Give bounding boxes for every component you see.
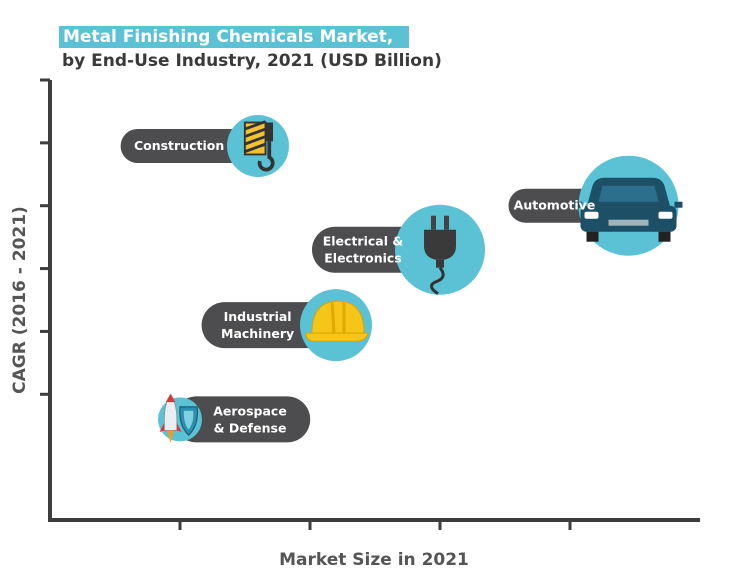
y-axis-title: CAGR (2016 - 2021) xyxy=(10,206,30,394)
chart-title: Metal Finishing Chemicals Market, by End… xyxy=(59,26,442,72)
data-point: Aerospace & Defense xyxy=(158,393,311,443)
point-label: Machinery xyxy=(221,326,294,341)
crane-hook-icon xyxy=(243,120,275,172)
power-plug-icon xyxy=(424,215,456,295)
hard-hat-icon xyxy=(305,300,369,342)
x-axis-title: Market Size in 2021 xyxy=(279,550,469,570)
car-icon xyxy=(574,177,683,242)
point-label: Construction xyxy=(134,138,224,153)
point-label: Industrial xyxy=(224,309,292,324)
data-point: Automotive xyxy=(508,155,683,256)
point-label: Electrical & xyxy=(323,234,404,249)
point-label: Electronics xyxy=(324,251,401,266)
point-label: & Defense xyxy=(214,420,287,435)
point-label-bg xyxy=(173,396,311,443)
axes xyxy=(40,78,700,530)
rocket-shield-icon xyxy=(159,393,199,443)
data-point: Construction xyxy=(120,115,289,177)
point-label: Automotive xyxy=(514,198,596,213)
data-point: Electrical & Electronics xyxy=(312,204,485,295)
point-label: Aerospace xyxy=(213,403,287,418)
chart-title-line2: by End-Use Industry, 2021 (USD Billion) xyxy=(62,51,442,71)
chart-title-line1: Metal Finishing Chemicals Market, xyxy=(59,26,410,48)
data-point: Industrial Machinery xyxy=(201,289,372,362)
